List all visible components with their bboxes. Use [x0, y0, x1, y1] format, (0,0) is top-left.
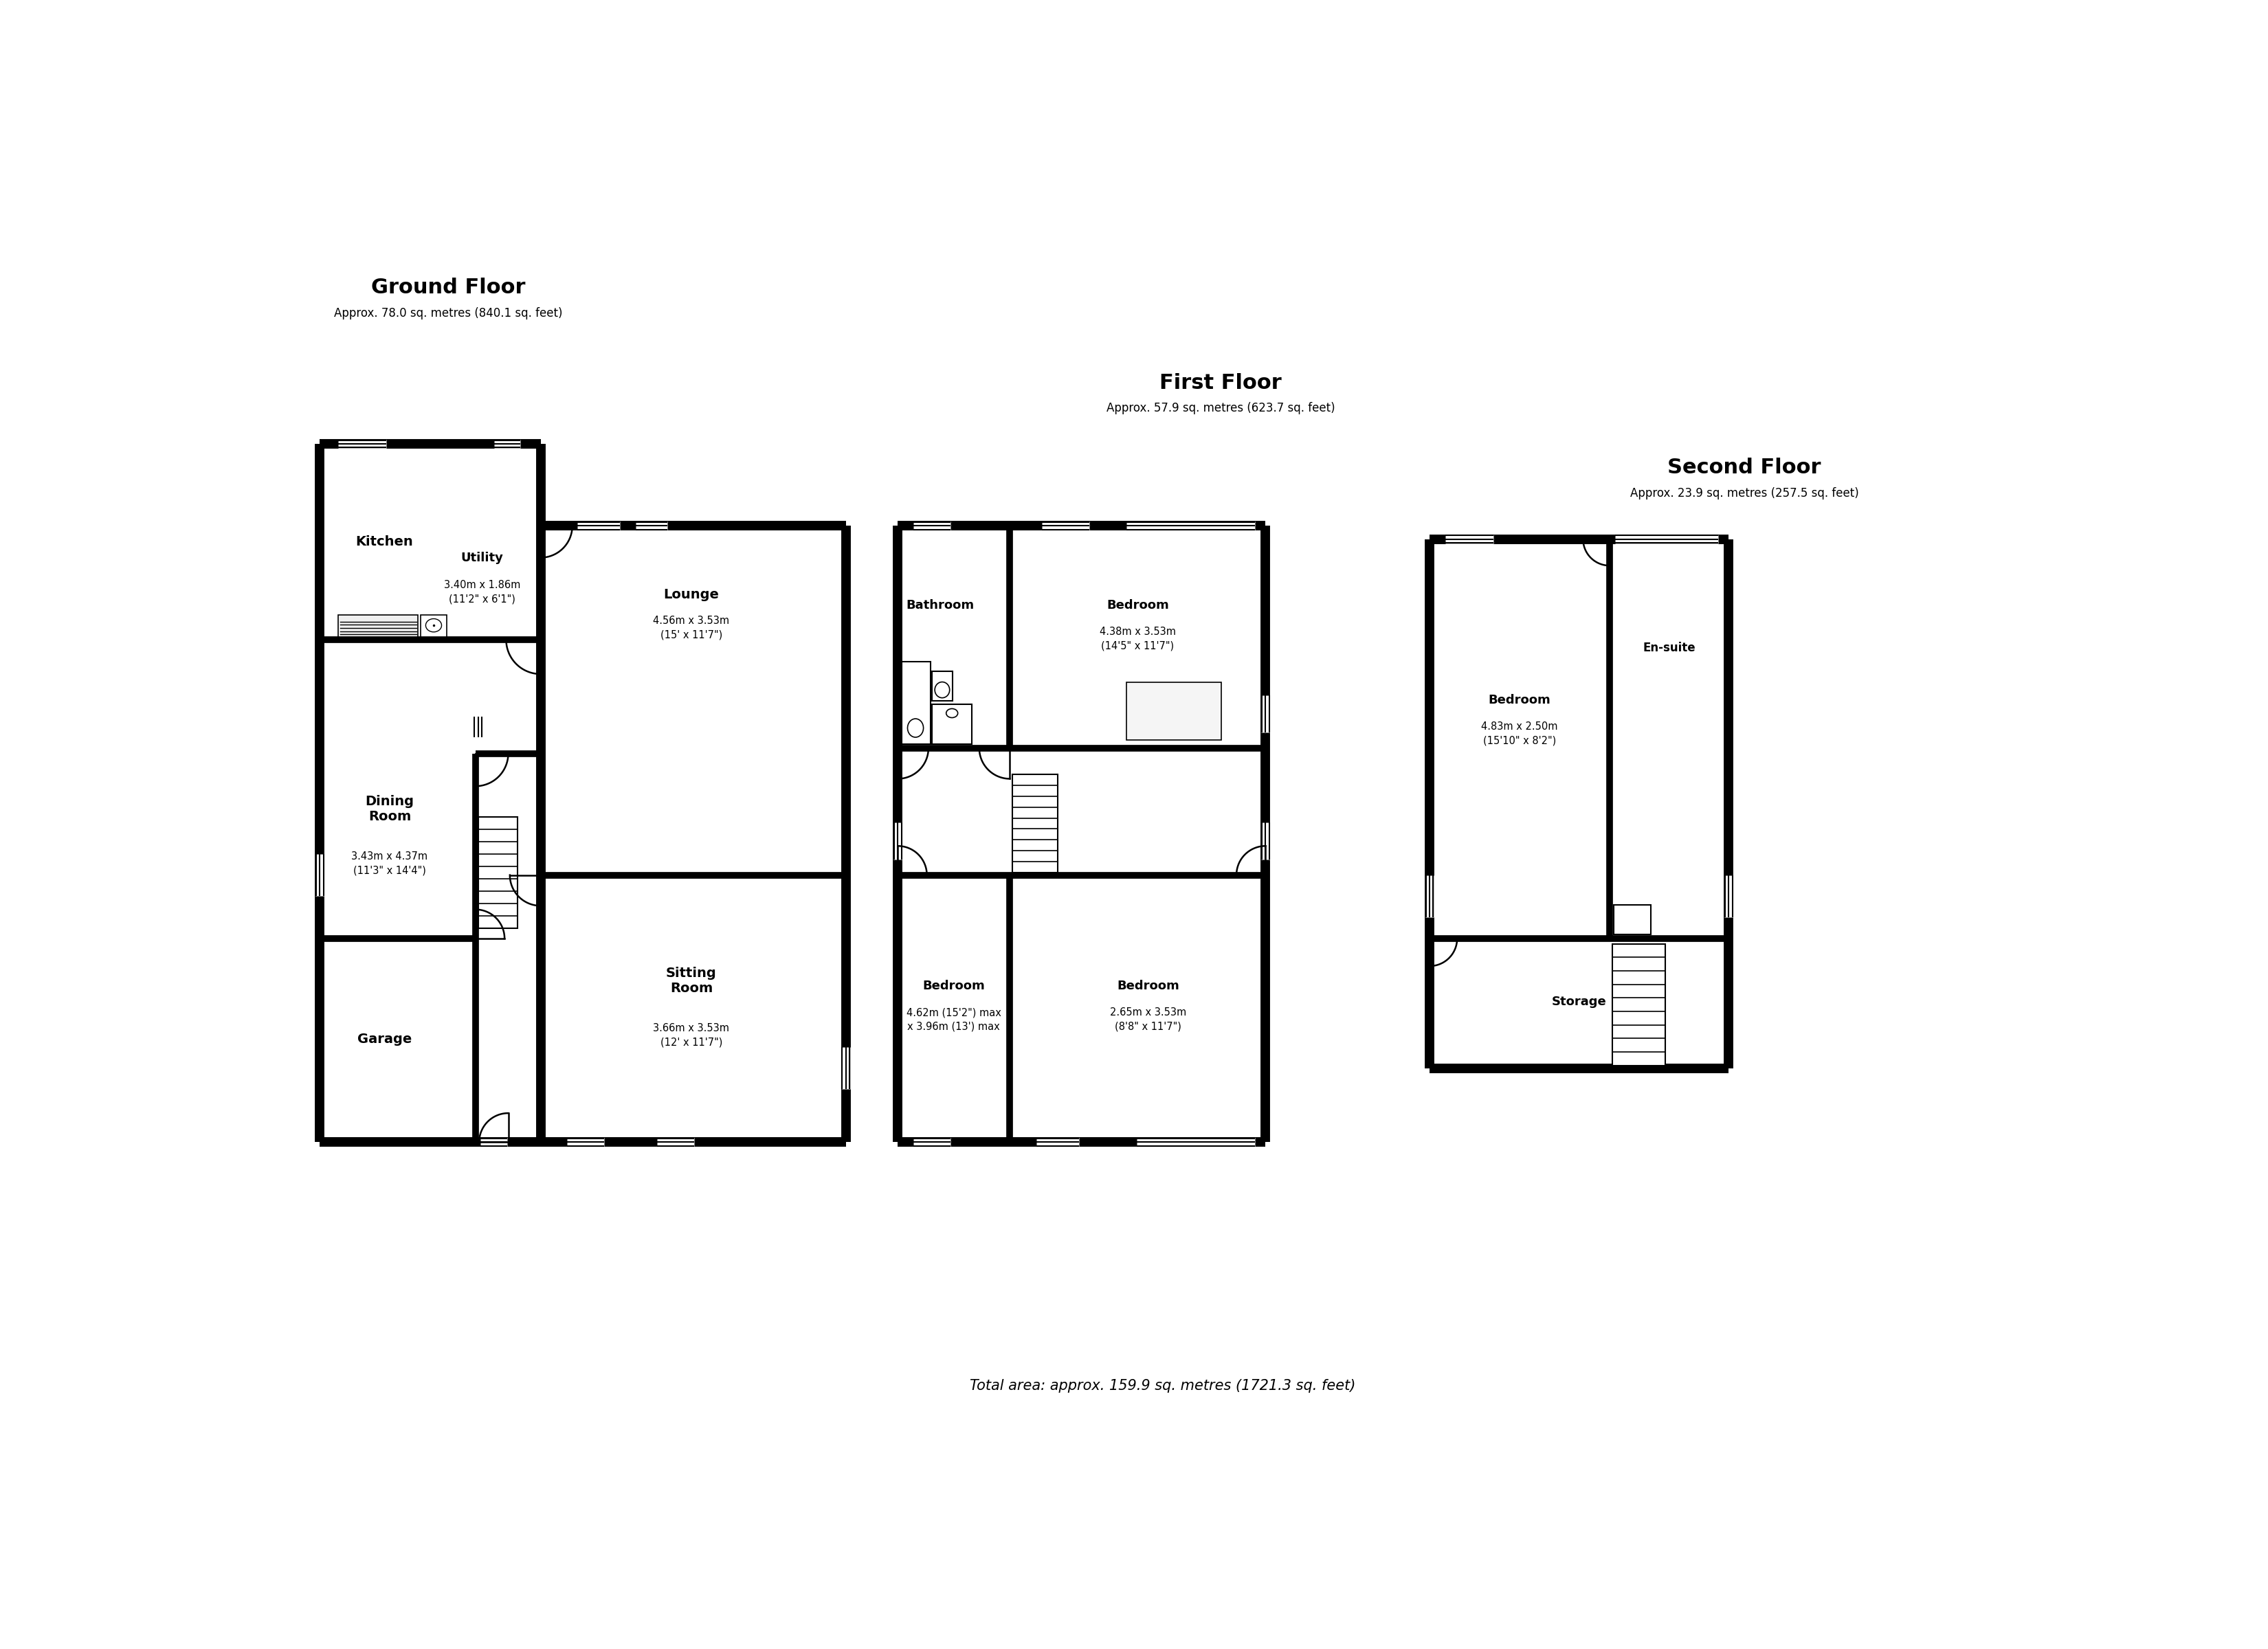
Bar — [900, 661, 930, 744]
Text: 4.83m x 2.50m
(15'10" x 8'2"): 4.83m x 2.50m (15'10" x 8'2") — [1481, 722, 1558, 745]
Text: 4.62m (15'2") max
x 3.96m (13') max: 4.62m (15'2") max x 3.96m (13') max — [907, 1008, 1000, 1032]
Ellipse shape — [946, 709, 957, 717]
Text: Total area: approx. 159.9 sq. metres (1721.3 sq. feet): Total area: approx. 159.9 sq. metres (17… — [968, 1379, 1356, 1392]
Text: Garage: Garage — [356, 1032, 413, 1045]
Bar — [1012, 775, 1057, 872]
Bar — [932, 704, 973, 744]
Text: Bedroom: Bedroom — [923, 980, 984, 993]
Text: Storage: Storage — [1551, 996, 1606, 1008]
Bar — [338, 615, 417, 637]
Text: 3.43m x 4.37m
(11'3" x 14'4"): 3.43m x 4.37m (11'3" x 14'4") — [352, 851, 429, 876]
Text: Kitchen: Kitchen — [356, 536, 413, 547]
Text: Dining
Room: Dining Room — [365, 795, 415, 823]
Text: Second Floor: Second Floor — [1667, 458, 1821, 478]
Ellipse shape — [426, 618, 442, 632]
Text: Approx. 57.9 sq. metres (623.7 sq. feet): Approx. 57.9 sq. metres (623.7 sq. feet) — [1107, 402, 1336, 414]
Text: Sitting
Room: Sitting Room — [667, 966, 717, 994]
Text: Approx. 23.9 sq. metres (257.5 sq. feet): Approx. 23.9 sq. metres (257.5 sq. feet) — [1631, 486, 1860, 500]
Text: Approx. 78.0 sq. metres (840.1 sq. feet): Approx. 78.0 sq. metres (840.1 sq. feet) — [333, 307, 562, 320]
Bar — [1613, 943, 1665, 1065]
Ellipse shape — [934, 683, 950, 698]
Text: Utility: Utility — [460, 551, 503, 564]
Text: Bedroom: Bedroom — [1118, 980, 1179, 993]
Text: 4.56m x 3.53m
(15' x 11'7"): 4.56m x 3.53m (15' x 11'7") — [653, 615, 730, 640]
Text: 2.65m x 3.53m
(8'8" x 11'7"): 2.65m x 3.53m (8'8" x 11'7") — [1109, 1008, 1186, 1032]
Text: 4.38m x 3.53m
(14'5" x 11'7"): 4.38m x 3.53m (14'5" x 11'7") — [1100, 627, 1175, 651]
Text: En-suite: En-suite — [1642, 641, 1696, 653]
Bar — [932, 671, 953, 701]
Text: Ground Floor: Ground Floor — [370, 277, 526, 298]
Bar — [479, 816, 517, 928]
Text: 3.66m x 3.53m
(12' x 11'7"): 3.66m x 3.53m (12' x 11'7") — [653, 1022, 730, 1047]
Bar — [1127, 683, 1222, 740]
Text: First Floor: First Floor — [1159, 373, 1281, 392]
Ellipse shape — [907, 719, 923, 737]
Text: Lounge: Lounge — [665, 589, 719, 602]
Bar — [420, 615, 447, 637]
Bar — [1615, 905, 1651, 935]
Text: 3.40m x 1.86m
(11'2" x 6'1"): 3.40m x 1.86m (11'2" x 6'1") — [445, 580, 522, 604]
Text: Bedroom: Bedroom — [1488, 694, 1551, 707]
Text: Bedroom: Bedroom — [1107, 599, 1168, 612]
Text: Bathroom: Bathroom — [905, 599, 975, 612]
